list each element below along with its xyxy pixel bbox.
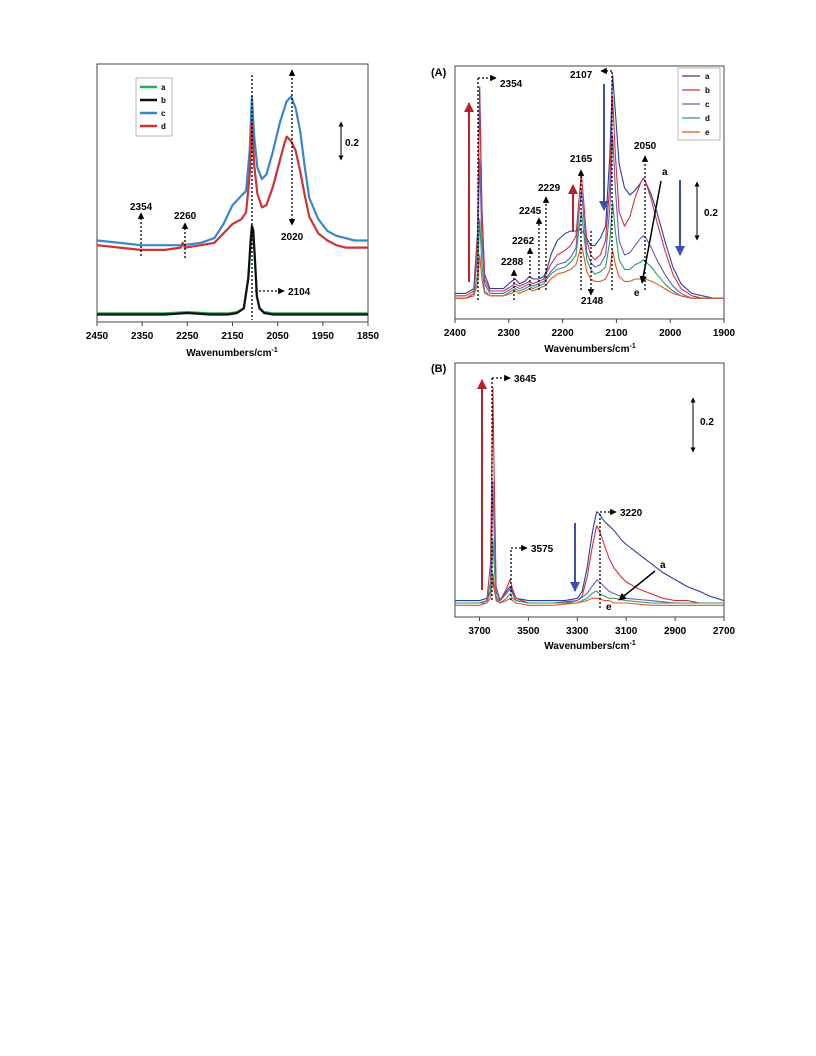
annotation-2288: 2288 [501, 257, 524, 268]
annotation-2245: 2245 [519, 206, 542, 217]
legend: a b c d [135, 77, 173, 137]
annotation-3220: 3220 [620, 508, 643, 519]
x-tick-label: 2100 [605, 328, 628, 339]
x-tick-label: 3500 [517, 626, 540, 637]
tick-group: 3700 3500 3300 3100 2900 2700 [468, 617, 736, 637]
annotation-e: e [634, 288, 640, 299]
annotation-2354: 2354 [500, 79, 523, 90]
series-line-b [455, 387, 724, 604]
x-tick-label: 2350 [131, 331, 154, 342]
x-tick-label: 1850 [357, 331, 380, 342]
annotation-2229: 2229 [538, 183, 561, 194]
annotation-2165: 2165 [570, 154, 593, 165]
legend-label-b: b [161, 96, 166, 105]
annotation-3575: 3575 [531, 544, 554, 555]
x-tick-label: 2000 [659, 328, 682, 339]
left-panel: 2450 2350 2250 2150 2050 1950 1850 Wavenumbers… [86, 63, 380, 359]
annotation-a: a [662, 167, 668, 178]
annotation-2354: 2354 [130, 202, 153, 213]
annotation-2262: 2262 [512, 236, 535, 247]
x-tick-label: 2250 [176, 331, 199, 342]
annotation-2050: 2050 [634, 141, 657, 152]
x-axis-label-sup: -1 [629, 640, 635, 647]
x-tick-label: 2050 [267, 331, 290, 342]
x-tick-label: 3700 [468, 626, 491, 637]
legend-label-d: d [705, 114, 710, 123]
tick-group: 2400 2300 2200 2100 2000 1900 [444, 319, 736, 339]
series-line-e [455, 244, 724, 299]
panel-label-a: (A) [431, 67, 447, 79]
x-axis-label-sup: -1 [629, 343, 635, 350]
x-tick-label: 2400 [444, 328, 467, 339]
series-group [96, 95, 368, 316]
x-axis-label: Wavenumbers/cm-1 [544, 640, 636, 652]
x-axis-label: Wavenumbers/cm-1 [544, 343, 636, 355]
legend-label-c: c [161, 109, 166, 118]
series-group [455, 74, 724, 299]
x-tick-label: 3300 [566, 626, 589, 637]
legend-label-a: a [705, 72, 710, 81]
legend-label-d: d [161, 122, 166, 131]
legend: a b c d e [677, 67, 721, 141]
scale-bar-label: 0.2 [345, 138, 359, 149]
x-tick-label: 3100 [615, 626, 638, 637]
annotation-2148: 2148 [581, 296, 604, 307]
x-axis-label: Wavenumbers/cm-1 [186, 347, 278, 359]
annotation-2104: 2104 [288, 287, 311, 298]
legend-label-a: a [161, 83, 166, 92]
series-line-a [455, 74, 724, 299]
panel-a: (A) 2400 2300 2200 2100 2000 1900 Wavenumbers… [431, 65, 736, 355]
legend-label-c: c [705, 100, 710, 109]
x-tick-label: 2200 [551, 328, 574, 339]
series-line-c [96, 95, 368, 247]
series-line-e [455, 572, 724, 606]
series-line-d [455, 539, 724, 604]
annotation-2107: 2107 [570, 70, 593, 81]
legend-label-b: b [705, 86, 710, 95]
x-tick-label: 1900 [713, 328, 736, 339]
x-tick-label: 2150 [221, 331, 244, 342]
plot-frame [454, 362, 725, 618]
series-line-b [455, 96, 724, 299]
annotation-a: a [660, 560, 666, 571]
x-tick-label: 1950 [312, 331, 335, 342]
series-group [455, 387, 725, 606]
x-tick-label: 2450 [86, 331, 109, 342]
scale-bar-label: 0.2 [704, 208, 718, 219]
annotation-3645: 3645 [514, 374, 537, 385]
scale-bar-label: 0.2 [700, 417, 714, 428]
x-tick-label: 2300 [498, 328, 521, 339]
panel-label-b: (B) [431, 363, 447, 375]
series-line-d [96, 121, 368, 251]
x-tick-label: 2700 [713, 626, 736, 637]
x-axis-label-sup: -1 [271, 347, 277, 354]
annotation-2020: 2020 [281, 232, 304, 243]
annotation-e: e [606, 602, 612, 613]
series-line-b [97, 224, 368, 316]
panel-b: (B) 3700 3500 3300 3100 2900 2700 Wavenumbers… [431, 362, 736, 652]
annotation-2260: 2260 [174, 211, 197, 222]
x-tick-label: 2900 [664, 626, 687, 637]
series-line-c [455, 134, 724, 299]
trend-arrow-a-to-e [618, 570, 656, 601]
legend-label-e: e [705, 128, 710, 137]
tick-group: 2450 2350 2250 2150 2050 1950 1850 [86, 322, 380, 342]
